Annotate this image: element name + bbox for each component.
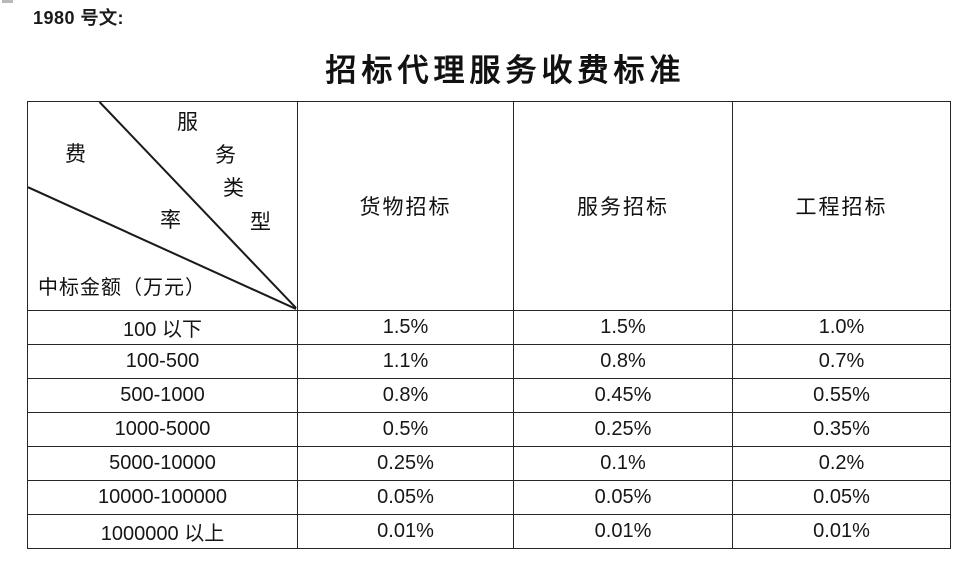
amount-range-cell: 500-1000 <box>27 378 298 413</box>
rate-cell: 0.05% <box>297 480 514 515</box>
diagonal-line-upper <box>98 102 297 309</box>
screen-edge-artifact <box>2 0 13 3</box>
rate-cell: 1.5% <box>297 310 514 345</box>
fee-standard-table: 服 务 类 型 费 率 中标金额（万元） 货物招标 服务招标 工程招标 100 … <box>27 101 951 549</box>
column-header-goods-bidding: 货物招标 <box>297 101 514 311</box>
rate-cell: 0.8% <box>297 378 514 413</box>
diagonal-line-lower <box>28 186 297 310</box>
rate-cell: 0.8% <box>513 344 733 379</box>
rate-cell: 0.05% <box>732 480 951 515</box>
table-row: 100 以下 1.5% 1.5% 1.0% <box>27 310 951 345</box>
rate-cell: 0.25% <box>513 412 733 447</box>
column-header-works-bidding: 工程招标 <box>732 101 951 311</box>
corner-service-type-char-3: 类 <box>223 176 244 200</box>
rate-cell: 1.5% <box>513 310 733 345</box>
table-row: 1000000 以上 0.01% 0.01% 0.01% <box>27 514 951 549</box>
corner-service-type-char-4: 型 <box>250 210 271 234</box>
rate-cell: 0.25% <box>297 446 514 481</box>
amount-range-cell: 5000-10000 <box>27 446 298 481</box>
doc-number-label: 1980 号文: <box>33 8 125 28</box>
rate-cell: 1.1% <box>297 344 514 379</box>
table-row: 10000-100000 0.05% 0.05% 0.05% <box>27 480 951 515</box>
corner-service-type-char-2: 务 <box>215 143 236 167</box>
amount-range-cell: 1000-5000 <box>27 412 298 447</box>
table-row: 1000-5000 0.5% 0.25% 0.35% <box>27 412 951 447</box>
amount-range-cell: 100 以下 <box>27 310 298 345</box>
amount-range-cell: 100-500 <box>27 344 298 379</box>
table-row: 100-500 1.1% 0.8% 0.7% <box>27 344 951 379</box>
rate-cell: 0.05% <box>513 480 733 515</box>
corner-amount-label: 中标金额（万元） <box>38 277 206 299</box>
corner-rate-char-1: 费 <box>65 142 86 166</box>
corner-rate-char-2: 率 <box>160 208 181 232</box>
table-row: 5000-10000 0.25% 0.1% 0.2% <box>27 446 951 481</box>
table-row: 500-1000 0.8% 0.45% 0.55% <box>27 378 951 413</box>
amount-range-cell: 1000000 以上 <box>27 514 298 549</box>
rate-cell: 0.01% <box>513 514 733 549</box>
amount-range-cell: 10000-100000 <box>27 480 298 515</box>
rate-cell: 1.0% <box>732 310 951 345</box>
rate-cell: 0.45% <box>513 378 733 413</box>
rate-cell: 0.1% <box>513 446 733 481</box>
column-header-services-bidding: 服务招标 <box>513 101 733 311</box>
rate-cell: 0.7% <box>732 344 951 379</box>
page-title: 招标代理服务收费标准 <box>325 53 686 88</box>
rate-cell: 0.5% <box>297 412 514 447</box>
table-corner-cell: 服 务 类 型 费 率 中标金额（万元） <box>27 101 298 311</box>
rate-cell: 0.01% <box>732 514 951 549</box>
diagonal-divider-lines <box>28 102 297 310</box>
rate-cell: 0.35% <box>732 412 951 447</box>
table-header-row: 服 务 类 型 费 率 中标金额（万元） 货物招标 服务招标 工程招标 <box>27 101 951 311</box>
rate-cell: 0.2% <box>732 446 951 481</box>
corner-service-type-char-1: 服 <box>177 110 198 134</box>
rate-cell: 0.01% <box>297 514 514 549</box>
rate-cell: 0.55% <box>732 378 951 413</box>
